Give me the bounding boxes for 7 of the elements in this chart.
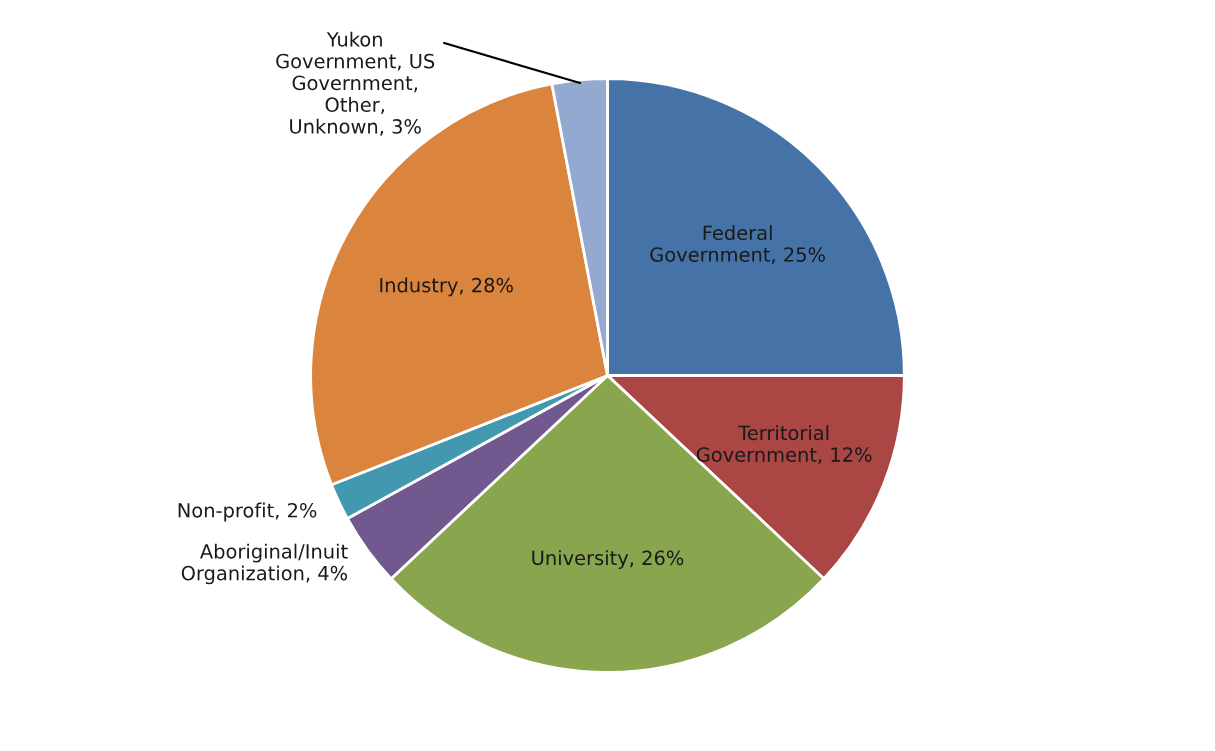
slice-label: Industry, 28% <box>380 277 513 297</box>
slice-label: University, 26% <box>532 550 684 569</box>
slice-label: Non-profit, 2% <box>178 502 317 522</box>
slice-label: Yukon Government, US Government, Other, Unknown, 3% <box>276 31 435 136</box>
slice-label: Aboriginal/Inuit Organization, 4% <box>181 543 348 585</box>
slice-label: Territorial Government, 12% <box>696 425 872 464</box>
slice-label: Federal Government, 25% <box>650 225 825 264</box>
